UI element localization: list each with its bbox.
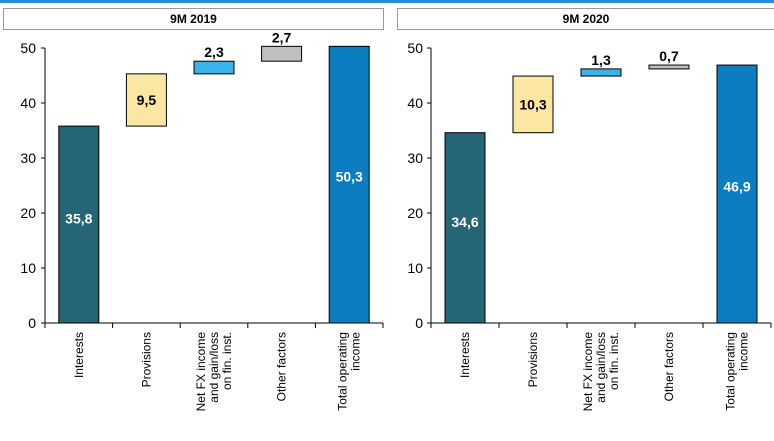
- data-label: 0,7: [659, 48, 679, 64]
- y-axis-tick-label: 10: [20, 260, 36, 276]
- category-label: on fin. inst.: [220, 332, 234, 390]
- category-label: on fin. inst.: [607, 332, 621, 390]
- period-header-9m-2019: 9M 2019: [3, 8, 384, 30]
- data-label: 46,9: [723, 178, 750, 194]
- category-label: Total operating: [724, 332, 738, 411]
- category-label: and gain/loss: [594, 332, 608, 403]
- chart-panel-9m-2019: 9M 2019 0 10 20 30 40 50 35,8 Interests 9,5 Provi…: [0, 3, 387, 441]
- bar-other-factors: [261, 45, 303, 62]
- category-label: Interests: [72, 332, 86, 378]
- data-label: 50,3: [336, 168, 363, 184]
- category-label: Other factors: [662, 332, 676, 401]
- category-label: income: [349, 332, 363, 371]
- category-label: Provisions: [139, 332, 153, 387]
- bar-net-fx-income-and-gain-loss-on-fin-inst: [193, 60, 235, 75]
- data-label: 2,3: [204, 44, 224, 60]
- y-axis-tick-label: 40: [20, 95, 36, 111]
- y-axis-tick-label: 30: [407, 150, 423, 166]
- y-axis-tick-label: 0: [28, 315, 36, 331]
- category-label: Net FX income: [581, 332, 595, 412]
- category-label: Other factors: [275, 332, 289, 401]
- y-axis-tick-label: 20: [407, 205, 423, 221]
- category-label: Net FX income: [194, 332, 208, 412]
- bar-provisions: [512, 75, 554, 134]
- y-axis-tick-label: 30: [20, 150, 36, 166]
- y-axis-tick-label: 10: [407, 260, 423, 276]
- bar-net-fx-income-and-gain-loss-on-fin-inst: [580, 68, 622, 77]
- category-label: income: [737, 332, 751, 371]
- bar-interests: [444, 132, 486, 324]
- top-accent-rule: [0, 0, 774, 3]
- period-header-9m-2020: 9M 2020: [397, 8, 774, 30]
- y-axis-tick-label: 40: [407, 95, 423, 111]
- waterfall-chart-9m-2020: 0 10 20 30 40 50 34,6 Interests 10,3 Provisions 1,…: [407, 40, 772, 412]
- bar-total-operating-income: [716, 64, 758, 324]
- y-axis-tick-label: 0: [415, 315, 423, 331]
- category-label: Interests: [458, 332, 472, 378]
- data-label: 34,6: [451, 214, 478, 230]
- y-axis-tick-label: 20: [20, 205, 36, 221]
- bar-interests: [58, 125, 100, 324]
- waterfall-chart-9m-2019: 0 10 20 30 40 50 35,8 Interests 9,5 Provisions 2,3…: [20, 29, 384, 412]
- category-label: Total operating: [336, 332, 350, 411]
- data-label: 2,7: [272, 29, 292, 45]
- chart-panel-9m-2020: 9M 2020 0 10 20 30 40 50 34,6 Interests 10,3 Prov…: [387, 3, 774, 441]
- y-axis-tick-label: 50: [20, 40, 36, 56]
- data-label: 9,5: [137, 92, 157, 108]
- y-axis-tick-label: 50: [407, 40, 423, 56]
- bar-other-factors: [648, 64, 690, 70]
- bar-total-operating-income: [328, 45, 370, 324]
- data-label: 10,3: [519, 96, 546, 112]
- category-label: Provisions: [526, 332, 540, 387]
- bar-provisions: [125, 73, 167, 127]
- data-label: 1,3: [591, 52, 611, 68]
- data-label: 35,8: [65, 211, 92, 227]
- category-label: and gain/loss: [207, 332, 221, 403]
